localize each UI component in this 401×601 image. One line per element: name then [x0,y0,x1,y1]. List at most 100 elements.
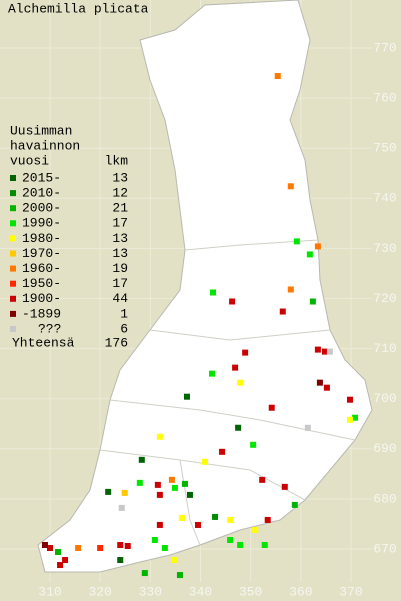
observation [186,491,193,498]
count-header: lkm [105,153,129,168]
total-count: 176 [105,335,128,350]
y-tick-label: 740 [373,191,396,206]
y-tick-label: 710 [373,341,396,356]
legend-swatch [10,220,16,227]
y-tick-label: 720 [373,291,396,306]
observation [55,549,62,556]
y-tick-label: 680 [373,491,396,506]
observation [291,501,298,508]
observation [156,491,163,498]
legend-title: havainnon [10,138,80,153]
points [41,73,359,579]
observation [264,516,271,523]
legend-count: 19 [112,261,128,276]
observation [97,544,104,551]
legend-swatch [10,310,16,317]
x-tick-label: 320 [88,584,111,599]
y-tick-label: 770 [373,40,396,55]
legend-count: 6 [120,321,128,336]
observation [346,396,353,403]
observation [287,286,294,293]
observation [161,544,168,551]
observation [176,572,183,579]
observation [105,488,112,495]
observation [235,424,242,431]
observation [352,414,359,421]
legend-swatch [10,205,16,212]
legend-label: 1900- [22,291,61,306]
y-tick-label: 730 [373,241,396,256]
observation [261,541,268,548]
observation [316,379,323,386]
observation [287,183,294,190]
legend-count: 13 [112,231,128,246]
legend-swatch [10,280,16,287]
legend-label: 1980- [22,231,61,246]
legend-label: 2000- [22,201,61,216]
legend-label: -1899 [22,306,61,321]
legend-swatch [10,235,16,242]
y-tick-label: 670 [373,541,396,556]
observation [314,346,321,353]
legend-swatch [10,175,16,181]
legend-label: 1970- [22,246,61,261]
observation [326,348,333,355]
legend-label: 1950- [22,276,61,291]
observation [178,514,185,521]
observation [293,238,300,245]
legend-swatch [10,190,16,197]
legend-title: Uusimman [10,123,72,138]
observation [229,298,236,305]
observation [252,526,259,533]
observation [219,448,226,455]
observation [171,484,178,491]
observation [194,521,201,528]
legend-swatch [10,326,16,332]
observation [212,513,219,520]
observation [304,424,311,431]
observation [314,243,321,250]
observation [210,289,217,296]
observation [156,521,163,528]
legend-label: 2015- [22,170,61,185]
y-tick-label: 690 [373,441,396,456]
observation [274,73,281,80]
region-border [149,329,331,341]
legend: 2015- 13 2010- 12 2000- 21 1990- 17 1980- 13 1970-… [10,170,128,336]
observation [181,480,188,487]
map-title: Alchemilla plicata [8,1,149,16]
observation [124,542,131,549]
y-tick-label: 700 [373,391,396,406]
observation [250,441,257,448]
observation [138,456,145,463]
observation [168,476,175,483]
legend-swatch [10,295,16,302]
legend-count: 13 [112,246,128,261]
legend-count: 13 [112,170,128,185]
observation [242,349,249,356]
observation [259,476,266,483]
observation [279,308,286,315]
region-border [99,449,306,501]
observation [346,416,353,423]
observation [268,404,275,411]
region-border [184,239,319,251]
observation [183,393,190,400]
observation [309,298,316,305]
observation [227,516,234,523]
observation [47,544,53,551]
legend-label: 1960- [22,261,61,276]
observation [306,251,313,258]
legend-swatch [10,250,16,257]
y-tick-label: 750 [373,141,396,156]
observation [237,541,244,548]
observation [117,557,124,564]
observation [154,481,161,488]
y-tick-label: 760 [373,91,396,106]
observation [151,536,158,543]
legend-count: 17 [112,216,128,231]
x-tick-label: 330 [139,584,162,599]
x-tick-label: 310 [38,584,61,599]
x-tick-label: 350 [239,584,262,599]
observation [41,541,48,548]
